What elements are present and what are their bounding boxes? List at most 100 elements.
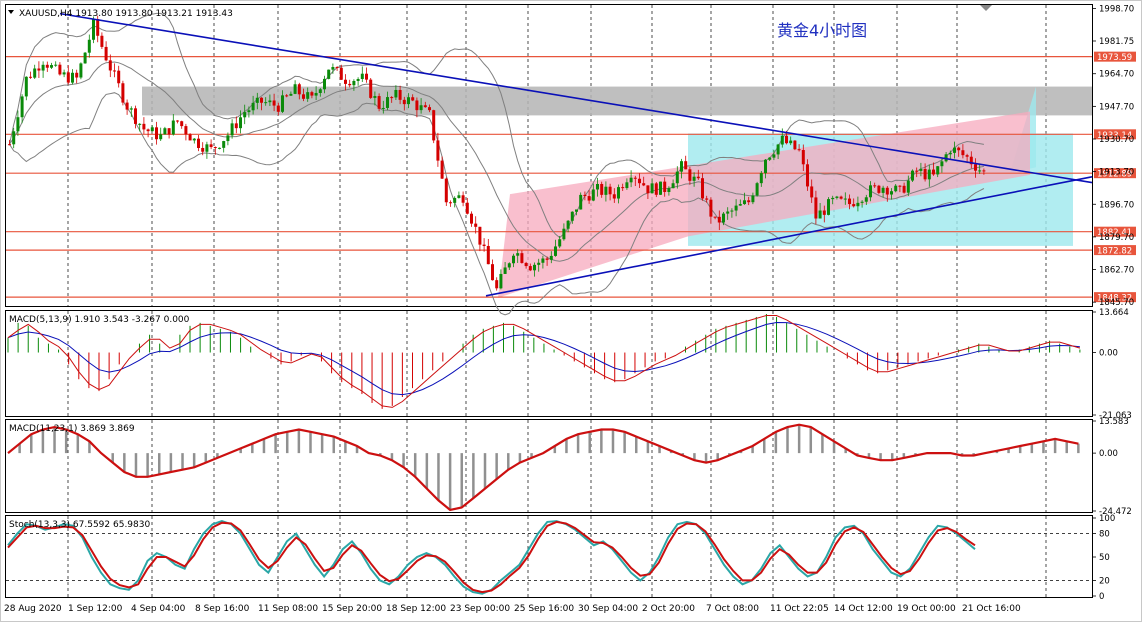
candle-body: [533, 264, 536, 271]
candle-body: [764, 159, 767, 174]
candle-body: [671, 183, 675, 189]
candle-body: [688, 169, 692, 181]
price-level-value: 1912.89: [1097, 170, 1132, 180]
candle-body: [281, 95, 284, 112]
candle-body: [785, 135, 788, 144]
stochastic-panel[interactable]: [5, 515, 1093, 598]
candle-body: [869, 185, 872, 198]
candle-body: [12, 131, 16, 145]
candle-body: [516, 253, 520, 256]
candle-body: [474, 223, 478, 227]
candle-body: [549, 255, 553, 260]
macd-fast-panel[interactable]: [5, 310, 1093, 417]
candle-body: [554, 246, 557, 256]
candle-body: [197, 138, 200, 148]
candle-body: [352, 80, 356, 86]
macd-slow-main-line: [7, 423, 1079, 512]
price-level-tag: [1094, 292, 1136, 303]
candle-body: [54, 64, 58, 66]
candle-body: [444, 178, 448, 203]
candle-body: [45, 64, 49, 68]
candle-body: [486, 245, 490, 265]
candle-body: [705, 198, 709, 200]
shift-marker-icon[interactable]: [980, 5, 992, 11]
candle-body: [734, 205, 738, 211]
candle-body: [906, 180, 910, 193]
candle-body: [822, 210, 826, 215]
candle-body: [138, 123, 142, 125]
candle-body: [381, 107, 385, 109]
y-tick-label: 13.664: [1099, 308, 1129, 318]
candle-body: [579, 194, 583, 210]
y-tick-label: 50: [1099, 553, 1110, 563]
candle-body: [411, 97, 415, 101]
candle-body: [171, 120, 175, 135]
candle-body: [129, 108, 133, 110]
candle-body: [96, 19, 100, 36]
candle-body: [495, 280, 499, 289]
candle-body: [877, 185, 881, 193]
candle-body: [335, 67, 339, 69]
candle-body: [449, 202, 452, 204]
candle-body: [108, 60, 112, 71]
candle-body: [583, 194, 587, 197]
candle-body: [239, 117, 242, 129]
candle-body: [642, 183, 646, 186]
candle-body: [192, 138, 196, 141]
candle-body: [755, 183, 759, 196]
candle-body: [268, 100, 272, 103]
candle-body: [684, 161, 688, 170]
candle-body: [113, 70, 116, 72]
candle-body: [524, 262, 528, 267]
y-tick-label: 1862.70: [1099, 266, 1134, 276]
candle-body: [503, 267, 507, 274]
stochastic-label: Stoch(13,3,3) 67.5592 65.9830: [9, 520, 150, 530]
candle-body: [373, 96, 377, 98]
candle-body: [982, 170, 986, 172]
candle-body: [701, 178, 704, 199]
candle-body: [482, 244, 486, 246]
candle-body: [58, 64, 62, 75]
candle-body: [356, 79, 360, 81]
candle-body: [806, 164, 809, 187]
candle-body: [881, 187, 885, 193]
candle-body: [390, 97, 394, 99]
candle-body: [163, 128, 167, 135]
candle-body: [608, 186, 612, 195]
candle-body: [793, 140, 797, 150]
stoch-line-d: [7, 520, 976, 594]
price-panel[interactable]: [5, 4, 1093, 307]
candle-body: [902, 185, 906, 193]
candle-body: [738, 204, 742, 206]
candle-body: [713, 216, 717, 218]
candle-body: [512, 255, 515, 264]
candlesticks: [8, 15, 986, 291]
candle-body: [167, 128, 171, 135]
candle-body: [932, 169, 935, 175]
candle-body: [37, 68, 41, 71]
candle-body: [33, 68, 37, 78]
macd-fast-label: MACD(5,13,9) 1.910 3.543 -3.267 0.000: [9, 315, 190, 325]
candle-body: [776, 144, 780, 155]
candle-body: [814, 197, 818, 219]
candle-body: [369, 79, 373, 98]
candle-body: [575, 209, 578, 212]
candle-body: [789, 140, 793, 144]
macd-slow-panel[interactable]: [5, 419, 1093, 513]
candle-body: [260, 97, 263, 103]
candle-body: [318, 89, 322, 93]
header-dropdown-icon[interactable]: [8, 10, 14, 14]
candle-body: [541, 258, 545, 263]
price-level-value: 1973.59: [1097, 53, 1132, 63]
candle-body: [558, 239, 562, 247]
candle-body: [919, 168, 923, 171]
candle-body: [16, 117, 20, 132]
candle-body: [453, 197, 457, 203]
candle-body: [759, 173, 763, 184]
candle-body: [402, 99, 406, 105]
candle-body: [432, 110, 436, 141]
price-zones: [142, 86, 1092, 298]
candle-body: [205, 144, 209, 152]
candle-body: [751, 195, 755, 203]
